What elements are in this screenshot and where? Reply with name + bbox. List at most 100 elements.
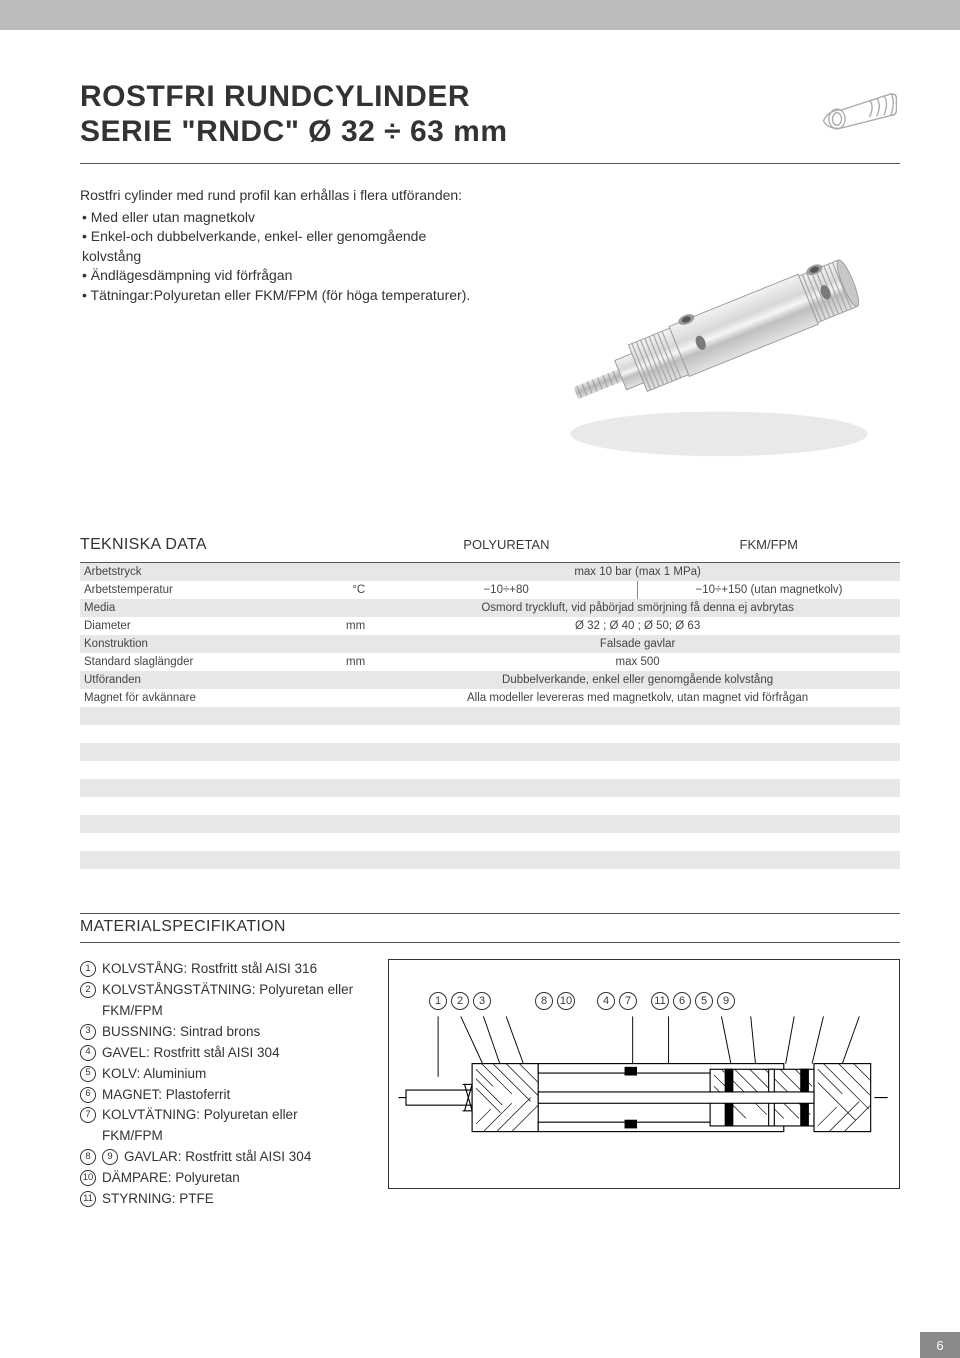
row-unit xyxy=(326,563,375,581)
material-text: KOLVTÄTNING: Polyuretan eller xyxy=(102,1105,370,1126)
row-label: Arbetstryck xyxy=(80,563,326,581)
row-value-b: −10÷+150 (utan magnetkolv) xyxy=(638,581,900,599)
intro-lead: Rostfri cylinder med rund profil kan erh… xyxy=(80,186,480,206)
number-badge: 8 xyxy=(80,1149,96,1165)
material-item: 10 DÄMPARE: Polyuretan xyxy=(80,1168,370,1189)
cylinder-sketch-icon xyxy=(810,80,900,140)
table-row: Arbetstryck max 10 bar (max 1 MPa) xyxy=(80,563,900,581)
table-row: Media Osmord tryckluft, vid påbörjad smör… xyxy=(80,599,900,617)
material-item: 7 KOLVTÄTNING: Polyuretan eller xyxy=(80,1105,370,1126)
table-row: Standard slaglängdermmmax 500 xyxy=(80,653,900,671)
row-unit: °C xyxy=(326,581,375,599)
material-item: 4 GAVEL: Rostfritt stål AISI 304 xyxy=(80,1043,370,1064)
cross-section-diagram: 1238104711659 xyxy=(388,959,900,1189)
material-text: DÄMPARE: Polyuretan xyxy=(102,1168,370,1189)
material-text: KOLV: Aluminium xyxy=(102,1064,370,1085)
table-row: Arbetstemperatur°C−10÷+80−10÷+150 (utan … xyxy=(80,581,900,599)
title-divider xyxy=(80,163,900,164)
table-row-empty xyxy=(80,815,900,833)
number-badge: 10 xyxy=(80,1170,96,1186)
row-unit xyxy=(326,599,375,617)
column-header-poly: POLYURETAN xyxy=(375,537,637,552)
page-number: 6 xyxy=(920,1332,960,1358)
table-row: Utföranden Dubbelverkande, enkel eller ge… xyxy=(80,671,900,689)
number-badge: 9 xyxy=(102,1149,118,1165)
page-body: ROSTFRI RUNDCYLINDER SERIE "RNDC" Ø 32 ÷… xyxy=(0,30,960,1230)
tech-data-table: Arbetstryckmax 10 bar (max 1 MPa)Arbetst… xyxy=(80,563,900,887)
material-item: 5 KOLV: Aluminium xyxy=(80,1064,370,1085)
row-value: Dubbelverkande, enkel eller genomgående … xyxy=(375,671,900,689)
row-value: max 500 xyxy=(375,653,900,671)
intro-bullet: • Med eller utan magnetkolv xyxy=(80,208,480,228)
number-badge: 6 xyxy=(80,1087,96,1103)
material-item: 1 KOLVSTÅNG: Rostfritt stål AISI 316 xyxy=(80,959,370,980)
row-value: Ø 32 ; Ø 40 ; Ø 50; Ø 63 xyxy=(375,617,900,635)
table-row-empty xyxy=(80,869,900,887)
intro-bullets: • Med eller utan magnetkolv• Enkel-och d… xyxy=(80,208,480,306)
material-text: STYRNING: PTFE xyxy=(102,1189,370,1210)
row-label: Arbetstemperatur xyxy=(80,581,326,599)
row-label: Diameter xyxy=(80,617,326,635)
row-value-a: −10÷+80 xyxy=(375,581,637,599)
row-unit xyxy=(326,635,375,653)
row-value: max 10 bar (max 1 MPa) xyxy=(375,563,900,581)
material-text: BUSSNING: Sintrad brons xyxy=(102,1022,370,1043)
row-label: Magnet för avkännare xyxy=(80,689,326,707)
title-line-1: ROSTFRI RUNDCYLINDER xyxy=(80,80,470,113)
material-divider-top xyxy=(80,913,900,914)
material-text: KOLVSTÅNGSTÄTNING: Polyuretan eller xyxy=(102,980,370,1001)
material-divider-bottom xyxy=(80,942,900,943)
material-subtext: FKM/FPM xyxy=(80,1126,370,1147)
number-badge: 1 xyxy=(80,961,96,977)
material-text: GAVLAR: Rostfritt stål AISI 304 xyxy=(124,1147,370,1168)
product-image xyxy=(510,186,900,496)
intro-row: Rostfri cylinder med rund profil kan erh… xyxy=(80,186,900,496)
material-item: 11 STYRNING: PTFE xyxy=(80,1189,370,1210)
number-badge: 11 xyxy=(80,1191,96,1207)
table-row-empty xyxy=(80,797,900,815)
material-row: 1 KOLVSTÅNG: Rostfritt stål AISI 316 2 KOLV… xyxy=(80,959,900,1210)
row-unit xyxy=(326,689,375,707)
material-text: MAGNET: Plastoferrit xyxy=(102,1085,370,1106)
material-item: 2 KOLVSTÅNGSTÄTNING: Polyuretan eller xyxy=(80,980,370,1001)
number-badge: 2 xyxy=(80,982,96,998)
header-grey-bar xyxy=(0,0,960,30)
intro-bullet: • Enkel-och dubbelverkande, enkel- eller… xyxy=(80,227,480,266)
table-row-empty xyxy=(80,761,900,779)
tekniska-title: TEKNISKA DATA xyxy=(80,536,375,554)
material-text: GAVEL: Rostfritt stål AISI 304 xyxy=(102,1043,370,1064)
table-row-empty xyxy=(80,743,900,761)
title-line-2: SERIE "RNDC" Ø 32 ÷ 63 mm xyxy=(80,115,508,148)
material-item: 89 GAVLAR: Rostfritt stål AISI 304 xyxy=(80,1147,370,1168)
row-value: Alla modeller levereras med magnetkolv, … xyxy=(375,689,900,707)
row-value: Falsade gavlar xyxy=(375,635,900,653)
row-unit: mm xyxy=(326,653,375,671)
table-row-empty xyxy=(80,779,900,797)
row-label: Konstruktion xyxy=(80,635,326,653)
number-badge: 3 xyxy=(80,1024,96,1040)
table-row: Magnet för avkännare Alla modeller levere… xyxy=(80,689,900,707)
tekniska-header-row: TEKNISKA DATA POLYURETAN FKM/FPM xyxy=(80,496,900,560)
intro-bullet: • Ändlägesdämpning vid förfrågan xyxy=(80,266,480,286)
title-row: ROSTFRI RUNDCYLINDER SERIE "RNDC" Ø 32 ÷… xyxy=(80,80,900,149)
table-row: Konstruktion Falsade gavlar xyxy=(80,635,900,653)
row-label: Media xyxy=(80,599,326,617)
table-row: DiametermmØ 32 ; Ø 40 ; Ø 50; Ø 63 xyxy=(80,617,900,635)
row-value: Osmord tryckluft, vid påbörjad smörjning… xyxy=(375,599,900,617)
number-badge: 7 xyxy=(80,1107,96,1123)
column-header-fkm: FKM/FPM xyxy=(638,537,900,552)
material-item: 3 BUSSNING: Sintrad brons xyxy=(80,1022,370,1043)
number-badge: 5 xyxy=(80,1066,96,1082)
table-row-empty xyxy=(80,833,900,851)
row-unit: mm xyxy=(326,617,375,635)
number-badge: 4 xyxy=(80,1045,96,1061)
row-label: Utföranden xyxy=(80,671,326,689)
row-unit xyxy=(326,671,375,689)
material-item: 6 MAGNET: Plastoferrit xyxy=(80,1085,370,1106)
material-text: KOLVSTÅNG: Rostfritt stål AISI 316 xyxy=(102,959,370,980)
table-row-empty xyxy=(80,707,900,725)
material-title: MATERIALSPECIFIKATION xyxy=(80,918,900,936)
row-label: Standard slaglängder xyxy=(80,653,326,671)
table-row-empty xyxy=(80,851,900,869)
material-list: 1 KOLVSTÅNG: Rostfritt stål AISI 316 2 KOLV… xyxy=(80,959,370,1210)
